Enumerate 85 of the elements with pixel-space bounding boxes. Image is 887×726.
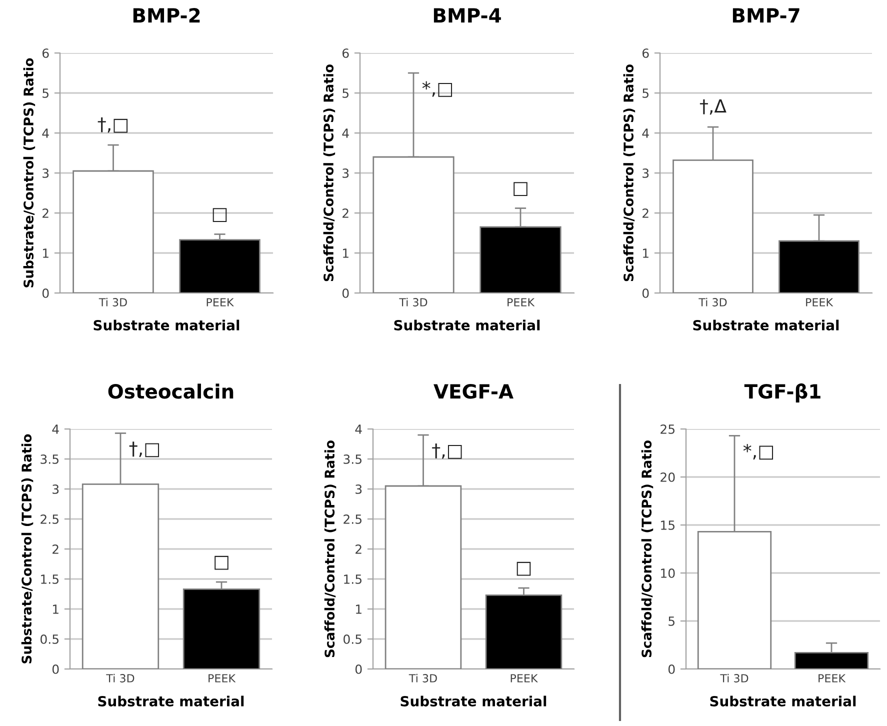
x-tick-label: PEEK: [206, 298, 234, 306]
y-tick-label: 2: [42, 208, 48, 218]
y-axis-title: Scaffold/Control (TCPS) Ratio: [324, 440, 336, 658]
y-tick-label: 4: [642, 128, 649, 138]
y-tick-label: 6: [42, 48, 49, 58]
y-tick-label: 2: [356, 544, 362, 554]
y-axis-title: Substrate/Control (TCPS) Ratio: [21, 434, 34, 664]
y-tick-label: 4: [42, 128, 49, 138]
y-tick-label: 1: [43, 248, 48, 258]
chart-title: BMP-4: [434, 8, 501, 22]
y-tick-label: 6: [342, 48, 349, 58]
y-tick-label: 3.5: [344, 454, 362, 464]
y-axis-title: Scaffold/Control (TCPS) Ratio: [323, 64, 336, 282]
x-tick-label: PEEK: [806, 298, 834, 306]
y-tick-label: 4: [342, 128, 349, 138]
y-tick-label: 0: [42, 288, 49, 298]
y-tick-label: 5: [42, 88, 48, 98]
y-tick-label: 15: [661, 520, 674, 530]
y-tick-label: 3: [642, 168, 649, 178]
y-axis-title: Scaffold/Control (TCPS) Ratio: [641, 440, 654, 658]
y-tick-label: 0.5: [40, 634, 58, 644]
chart-title: BMP-7: [732, 8, 800, 22]
y-tick-label: 2: [642, 208, 648, 218]
y-tick-label: 10: [661, 568, 675, 578]
x-tick-label: Ti 3D: [698, 298, 727, 306]
x-axis-title: Substrate material: [400, 696, 546, 706]
y-tick-label: 1: [643, 248, 648, 258]
y-tick-label: 0: [52, 664, 59, 674]
x-axis-title: Substrate material: [98, 696, 244, 706]
x-axis-title: Substrate material: [693, 320, 839, 330]
x-tick-label: PEEK: [508, 298, 535, 306]
x-tick-label: PEEK: [818, 674, 846, 682]
annotation: □: [214, 556, 228, 570]
y-tick-label: 0: [668, 664, 675, 674]
annotation: □: [516, 562, 531, 576]
y-tick-label: 1.5: [41, 574, 58, 584]
annotation: †,□: [98, 117, 128, 133]
y-tick-label: 5: [642, 88, 648, 98]
y-tick-label: 0: [642, 288, 649, 298]
y-tick-label: 5: [668, 616, 674, 626]
x-tick-label: PEEK: [510, 674, 538, 682]
chart-title: Osteocalcin: [108, 384, 234, 399]
y-tick-label: 20: [660, 472, 675, 482]
chart-title: TGF-β1: [744, 383, 820, 402]
annotation: †,□: [129, 442, 160, 458]
annotation: *,□: [422, 81, 452, 97]
y-tick-label: 25: [660, 424, 674, 434]
chart-title: BMP-2: [133, 8, 200, 22]
y-tick-label: 3.5: [40, 454, 58, 464]
y-tick-label: 6: [642, 48, 649, 58]
x-axis-title: Substrate material: [94, 320, 240, 330]
y-tick-label: 2: [342, 208, 348, 218]
y-tick-label: 3: [52, 484, 59, 494]
y-tick-label: 1: [53, 604, 58, 614]
y-tick-label: 3: [342, 168, 349, 178]
annotation: †,□: [432, 443, 462, 459]
x-tick-label: Ti 3D: [720, 674, 748, 682]
y-axis-title: Scaffold/Control (TCPS) Ratio: [623, 64, 636, 282]
y-tick-label: 0: [355, 664, 362, 674]
y-axis-title: Substrate/Control (TCPS) Ratio: [23, 58, 36, 288]
x-tick-label: Ti 3D: [399, 298, 428, 306]
y-tick-label: 2.5: [40, 514, 58, 524]
y-tick-label: 2: [52, 544, 58, 554]
y-tick-label: 3: [356, 484, 362, 494]
x-tick-label: PEEK: [208, 674, 236, 682]
y-tick-label: 0: [342, 288, 349, 298]
y-tick-label: 2.5: [344, 514, 362, 524]
y-tick-label: 0.5: [344, 634, 362, 644]
chart-title: VEGF-A: [434, 384, 514, 399]
x-tick-label: Ti 3D: [98, 298, 127, 306]
y-tick-label: 1: [356, 604, 362, 614]
x-tick-label: Ti 3D: [408, 674, 437, 682]
y-tick-label: 4: [355, 424, 362, 434]
annotation: □: [514, 182, 528, 196]
annotation: □: [212, 208, 227, 222]
y-tick-label: 4: [52, 424, 59, 434]
annotation: *,□: [743, 444, 774, 460]
y-tick-label: 1: [343, 248, 348, 258]
annotation: †,Δ: [700, 99, 726, 115]
x-axis-title: Substrate material: [394, 320, 540, 330]
x-axis-title: Substrate material: [710, 696, 856, 706]
y-tick-label: 3: [42, 168, 49, 178]
y-tick-label: 5: [342, 88, 348, 98]
y-tick-label: 1.5: [344, 574, 362, 584]
x-tick-label: Ti 3D: [106, 674, 134, 682]
